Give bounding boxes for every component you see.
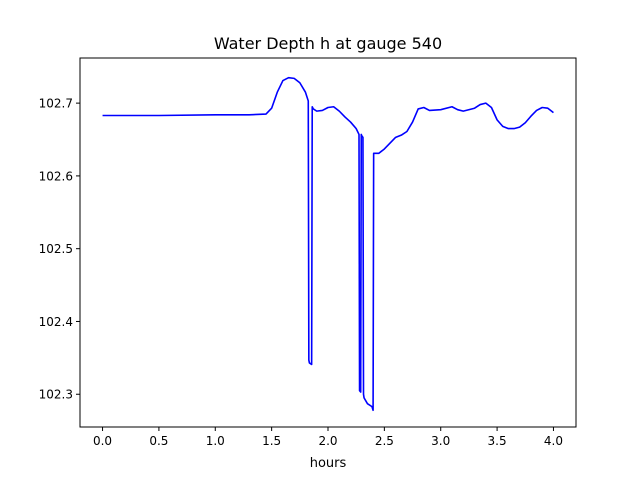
chart-title: Water Depth h at gauge 540 [214,34,442,53]
x-axis-ticks: 0.0 0.5 1.0 1.5 2.0 2.5 3.0 3.5 4.0 [93,427,563,448]
x-axis-label: hours [310,456,347,471]
y-tick-label: 102.7 [39,97,73,111]
y-tick-label: 102.4 [39,315,73,329]
x-tick-label: 2.0 [318,434,337,448]
x-tick-label: 0.5 [149,434,168,448]
x-tick-label: 3.5 [488,434,507,448]
y-axis-ticks: 102.3 102.4 102.5 102.6 102.7 [39,97,80,402]
x-tick-label: 2.5 [375,434,394,448]
x-tick-label: 4.0 [544,434,563,448]
plot-frame [79,57,577,428]
x-tick-label: 3.0 [431,434,450,448]
plot-area [102,76,554,412]
y-tick-label: 102.6 [39,169,73,183]
y-tick-label: 102.5 [39,242,73,256]
x-tick-label: 1.5 [262,434,281,448]
y-tick-label: 102.3 [39,388,73,402]
x-tick-label: 1.0 [206,434,225,448]
series-line-0 [102,76,554,412]
x-tick-label: 0.0 [93,434,112,448]
